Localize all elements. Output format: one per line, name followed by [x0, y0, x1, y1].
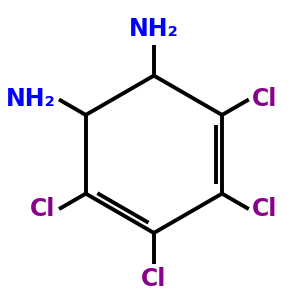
Text: NH₂: NH₂: [6, 88, 56, 112]
Text: Cl: Cl: [141, 267, 166, 291]
Text: Cl: Cl: [30, 197, 56, 221]
Text: NH₂: NH₂: [129, 17, 179, 41]
Text: Cl: Cl: [252, 197, 278, 221]
Text: Cl: Cl: [252, 88, 278, 112]
